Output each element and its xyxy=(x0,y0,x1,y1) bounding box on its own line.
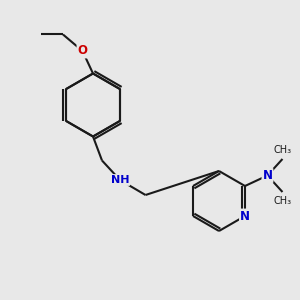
Text: O: O xyxy=(77,44,88,58)
Text: CH₃: CH₃ xyxy=(273,196,292,206)
Text: N: N xyxy=(240,209,250,223)
Text: N: N xyxy=(262,169,272,182)
Text: CH₃: CH₃ xyxy=(273,146,292,155)
Text: NH: NH xyxy=(111,175,129,185)
